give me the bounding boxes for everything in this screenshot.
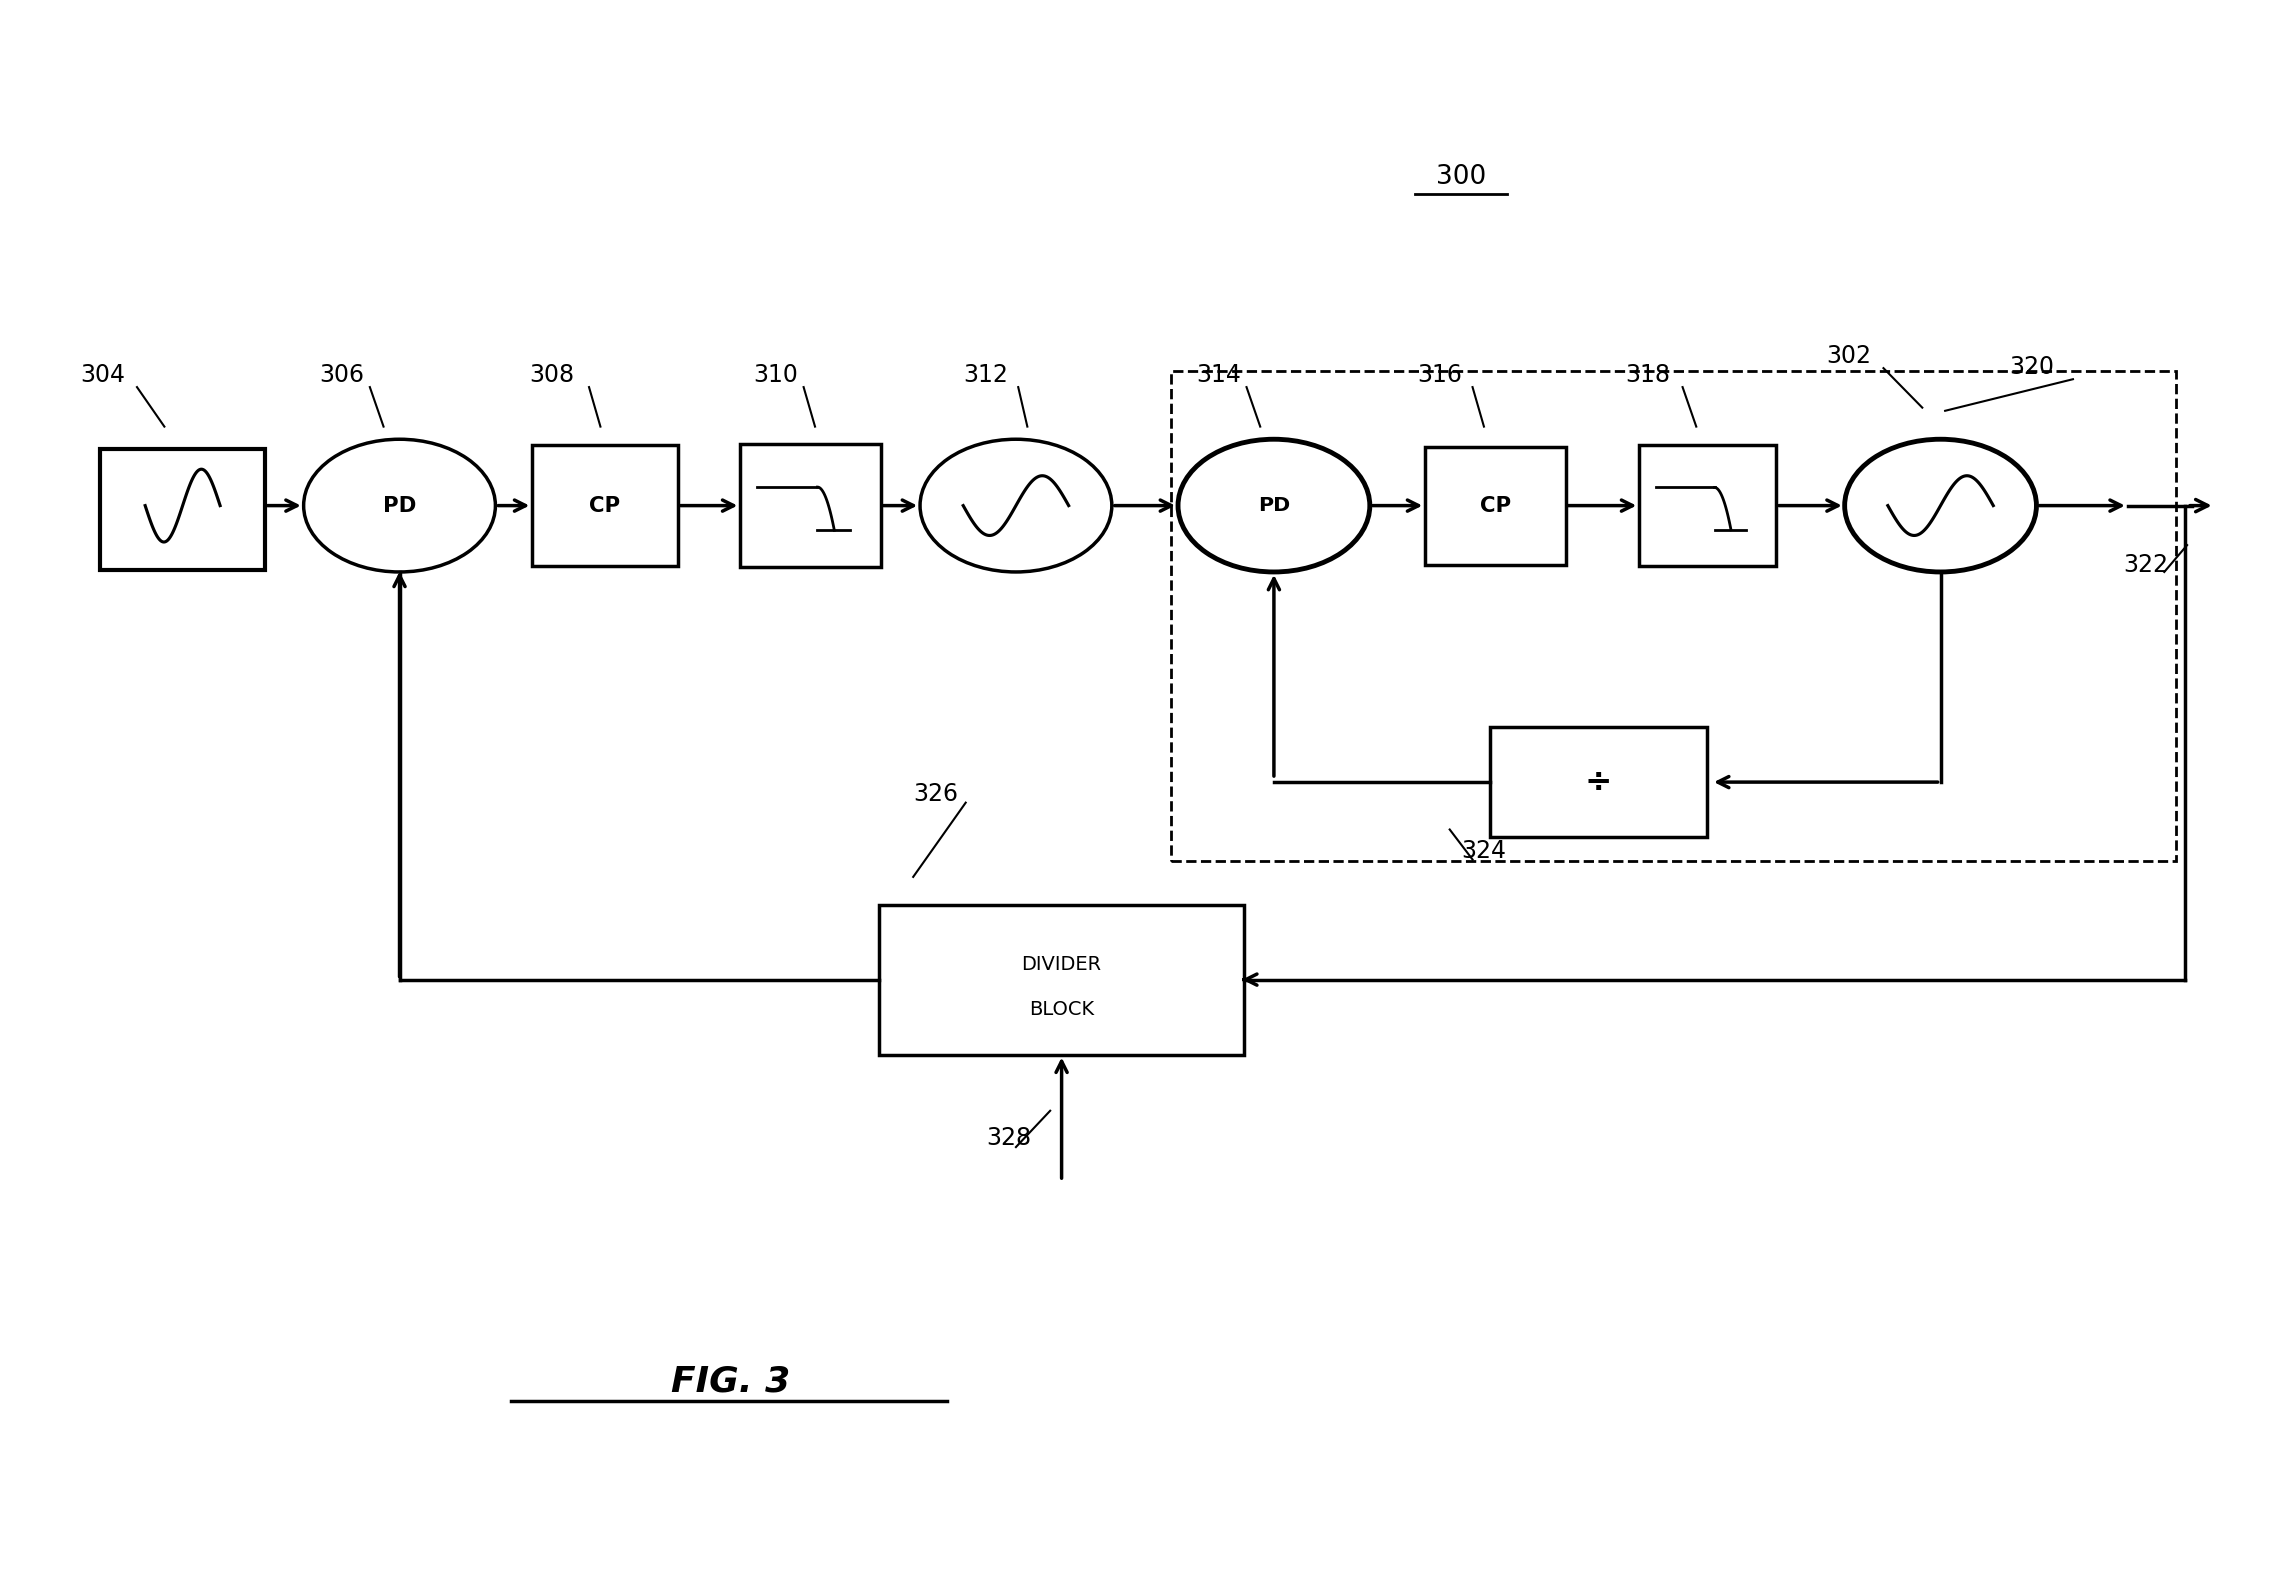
Text: 320: 320 [2009, 356, 2055, 379]
Text: 322: 322 [2123, 553, 2169, 577]
Text: 312: 312 [963, 363, 1009, 387]
Text: 314: 314 [1196, 363, 1242, 387]
Text: BLOCK: BLOCK [1030, 1000, 1094, 1019]
Text: 316: 316 [1418, 363, 1463, 387]
Text: CP: CP [589, 496, 621, 515]
Text: 318: 318 [1625, 363, 1671, 387]
Text: DIVIDER: DIVIDER [1021, 954, 1103, 975]
Text: 304: 304 [80, 363, 126, 387]
Text: 306: 306 [320, 363, 365, 387]
Text: 328: 328 [986, 1127, 1032, 1150]
Text: ÷: ÷ [1584, 766, 1612, 798]
Text: 326: 326 [913, 782, 959, 806]
Text: PD: PD [1258, 496, 1290, 515]
Text: 310: 310 [753, 363, 799, 387]
Text: 324: 324 [1461, 839, 1507, 863]
Text: CP: CP [1479, 496, 1511, 515]
Text: 308: 308 [530, 363, 575, 387]
Text: FIG. 3: FIG. 3 [671, 1364, 790, 1398]
Text: 302: 302 [1826, 344, 1872, 368]
Text: PD: PD [384, 496, 416, 515]
Text: 300: 300 [1436, 164, 1486, 190]
